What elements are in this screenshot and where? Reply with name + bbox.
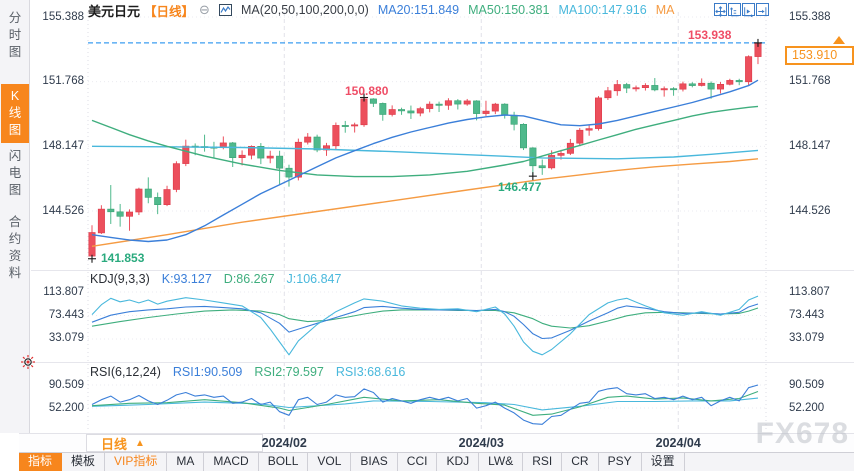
kdj-d-value: D:86.267	[223, 272, 275, 286]
rsi2-value: RSI2:79.597	[254, 365, 324, 379]
price-tick-label: 113.807	[789, 285, 830, 298]
month-label: 2024/03	[458, 436, 504, 450]
tab-5[interactable]: MACD	[204, 453, 259, 471]
tab-2[interactable]: 模板	[62, 453, 106, 471]
tab-12[interactable]: RSI	[523, 453, 563, 471]
pan-mode-icon[interactable]	[714, 3, 727, 17]
price-tick-label: 151.768	[789, 75, 831, 88]
tab-10[interactable]: KDJ	[437, 453, 480, 471]
ma100-value: MA100:147.916	[558, 3, 647, 17]
indicator-tab-bar: 指标 模板 VIP指标 MA MACD BOLL VOL BIAS CCI KDJ LW& RSI CR…	[19, 452, 854, 471]
chart-toolbar	[714, 3, 769, 18]
tab-7[interactable]: VOL	[308, 453, 352, 471]
price-tick-label: 73.443	[789, 308, 825, 321]
price-tick-label: 73.443	[48, 308, 84, 321]
tab-8[interactable]: BIAS	[351, 453, 398, 471]
tab-15[interactable]: 设置	[642, 453, 685, 471]
rsi-header: RSI(6,12,24) RSI1:90.509 RSI2:79.597 RSI…	[90, 365, 405, 379]
ma20-value: MA20:151.849	[377, 3, 460, 17]
period-selector-button[interactable]: 日线 ▲	[86, 434, 263, 452]
sidebar-item-3[interactable]: 闪电图	[8, 149, 22, 197]
tab-3[interactable]: VIP指标	[105, 453, 168, 471]
tab-14[interactable]: PSY	[599, 453, 642, 471]
kdj-k-value: K:93.127	[161, 272, 212, 286]
period-label: 【日线】	[144, 4, 195, 19]
tab-1[interactable]: 指标	[19, 453, 63, 471]
tab-13[interactable]: CR	[562, 453, 599, 471]
y-axis-scale-icon[interactable]	[728, 3, 741, 17]
kdj-title: KDJ(9,3,3)	[90, 272, 150, 286]
price-tick-label: 33.079	[789, 332, 825, 345]
rsi1-value: RSI1:90.509	[172, 365, 243, 379]
price-tick-label: 90.509	[789, 378, 825, 391]
symbol-title: 美元日元	[88, 3, 141, 19]
ma50-value: MA50:150.381	[468, 3, 550, 17]
jump-to-latest-icon[interactable]	[756, 3, 769, 16]
period-selector-label: 日线	[101, 436, 128, 452]
collapse-icon[interactable]: ⊖	[199, 2, 210, 17]
tab-6[interactable]: BOLL	[259, 453, 309, 471]
price-tick-label: 90.509	[48, 378, 84, 391]
marker-tool-icon[interactable]	[20, 354, 36, 370]
sidebar-item-1[interactable]: 分时图	[8, 11, 22, 59]
high-price-annotation: 153.938	[688, 28, 732, 42]
ma200-value-truncated: MA	[655, 3, 675, 17]
line-chart-icon	[218, 4, 232, 16]
price-tick-label: 144.526	[42, 204, 84, 217]
kdj-header: KDJ(9,3,3) K:93.127 D:86.267 J:106.847	[90, 272, 341, 286]
price-tick-label: 52.200	[48, 401, 84, 414]
price-up-arrow-icon	[833, 36, 845, 44]
price-tick-label: 151.768	[42, 75, 84, 88]
price-tick-label: 155.388	[789, 10, 831, 23]
ma-settings-label: MA(20,50,100,200,0,0)	[240, 3, 369, 17]
month-label: 2024/02	[261, 436, 307, 450]
rsi-title: RSI(6,12,24)	[90, 365, 161, 379]
kdj-j-value: J:106.847	[286, 272, 342, 286]
price-tick-label: 155.388	[42, 10, 84, 23]
tab-4[interactable]: MA	[167, 453, 205, 471]
price-tick-label: 52.200	[789, 401, 825, 414]
tab-9[interactable]: CCI	[398, 453, 438, 471]
chart-low-annotation: 141.853	[101, 251, 145, 265]
month-label: 2024/04	[655, 436, 701, 450]
x-axis-scale-icon[interactable]	[742, 3, 755, 18]
chart-header: 美元日元 【日线】 ⊖ MA(20,50,100,200,0,0) MA20:1…	[88, 2, 675, 19]
swing-low-annotation: 146.477	[498, 180, 542, 194]
chevron-up-icon: ▲	[135, 437, 145, 449]
price-tick-label: 144.526	[789, 204, 831, 217]
price-tick-label: 113.807	[43, 285, 84, 298]
price-tick-label: 148.147	[789, 139, 831, 152]
sidebar-item-4[interactable]: 合约资料	[8, 215, 22, 280]
tab-11[interactable]: LW&	[479, 453, 524, 471]
rsi3-value: RSI3:68.616	[335, 365, 406, 379]
current-price-badge: 153.910	[785, 46, 854, 65]
price-tick-label: 148.147	[42, 139, 84, 152]
price-tick-label: 33.079	[48, 332, 84, 345]
swing-high-annotation: 150.880	[345, 84, 389, 98]
